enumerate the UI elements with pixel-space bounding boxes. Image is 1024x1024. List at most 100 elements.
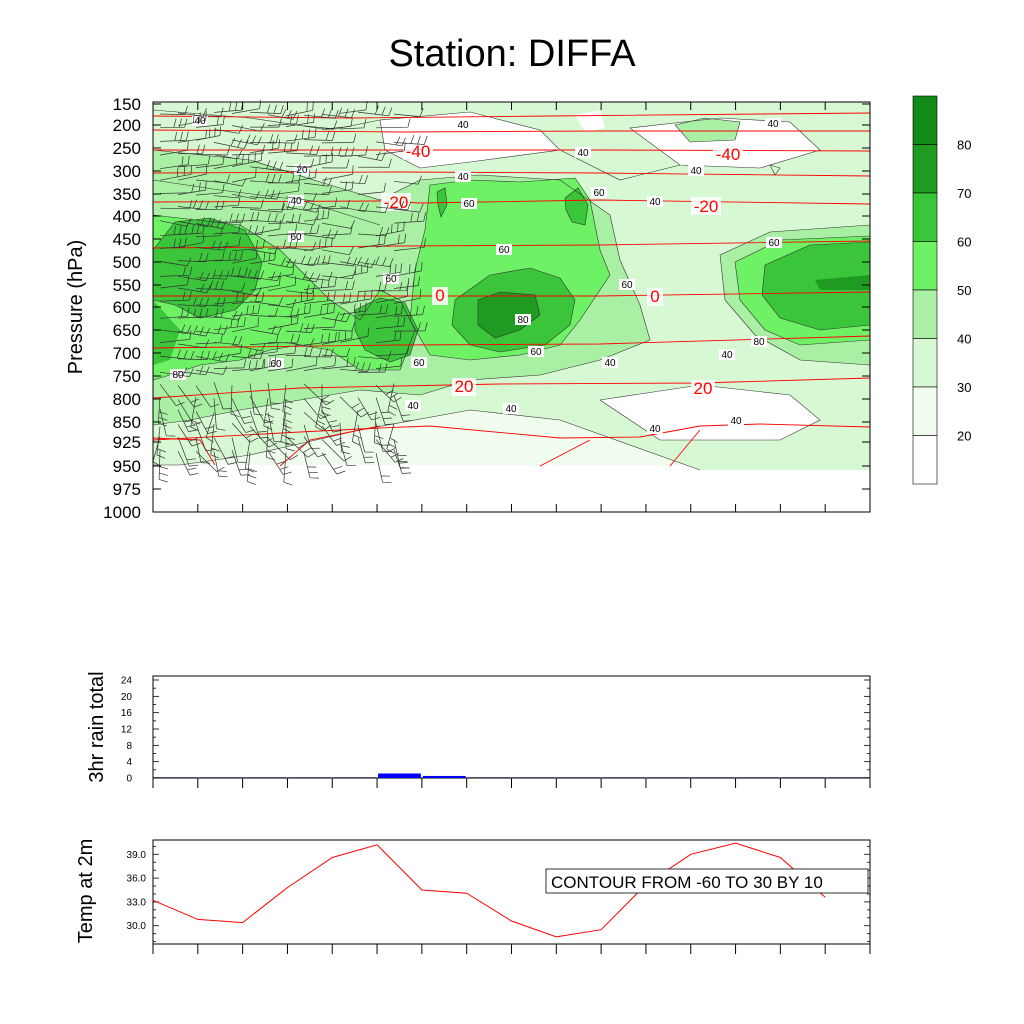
wind-barb [357,226,390,237]
svg-text:-40: -40 [406,142,431,161]
rain-bar [378,773,421,778]
wind-barb [282,399,293,429]
wind-barb [393,212,426,224]
rain-bar [826,777,869,778]
wind-barb [231,199,264,209]
wind-barb [231,144,265,156]
contour-label: 60 [383,273,399,285]
wind-barb [267,344,297,357]
wind-barb [231,287,262,296]
svg-text:40: 40 [577,148,589,159]
wind-barb [159,324,192,335]
wind-barb [231,269,265,280]
wind-barb [285,271,321,283]
contour-label: 60 [411,357,427,369]
contour-label: 40 [728,415,744,427]
wind-barb [357,105,393,117]
rain-y-tick-label: 12 [121,725,133,736]
wind-barb [339,174,369,185]
wind-barb [339,256,376,269]
temperature-label: -40 [403,142,433,161]
chart-title: Station: DIFFA [388,33,636,75]
wind-barb [321,311,351,323]
wind-barb [267,257,297,269]
wind-barb [159,225,188,237]
wind-barb [285,145,320,155]
wind-barb [177,385,203,408]
wind-barb [231,422,259,443]
y-tick-label: 950 [113,457,141,476]
rain-bar [333,777,377,778]
colorbar-box [912,289,938,339]
wind-barb [387,383,398,416]
contour-label: 40 [503,403,519,415]
wind-barb [375,287,409,304]
wind-barb [213,359,247,369]
y-tick-label: 650 [113,321,141,340]
wind-barb [267,239,299,250]
wind-barb [159,131,189,142]
wind-barb [195,251,225,262]
rain-y-tick-label: 4 [126,757,132,768]
y-tick-label: 200 [113,116,141,135]
rain-bar [198,777,242,778]
svg-text:-20: -20 [384,193,409,212]
wind-barb [339,361,371,372]
wind-barb [303,209,330,222]
wind-barb [267,412,283,443]
wind-barb [158,450,169,483]
svg-text:20: 20 [694,379,713,398]
contour-label: 20 [294,164,310,176]
wind-barb [321,199,350,210]
contour-label: 40 [765,118,781,130]
contour-label: 60 [591,187,607,199]
colorbar: 80 70 60 50 40 30 20 [912,95,971,485]
wind-barb [303,424,321,449]
wind-barb [339,289,373,305]
colorbar-box [912,144,938,194]
wind-barb [303,108,339,119]
wind-barb [159,383,185,407]
wind-barb [244,439,254,473]
wind-barb [213,236,241,248]
wind-barb [321,452,346,475]
colorbar-box [912,435,938,485]
rain-y-tick-label: 16 [121,708,133,719]
wind-barb [351,410,362,446]
rain-bar [512,777,556,778]
wind-barb [339,118,367,130]
wind-barb [177,271,210,282]
wind-barb [267,141,299,154]
rain-bar [422,775,466,778]
temp-y-tick-label: 36.0 [127,874,147,885]
rain-bar [467,777,511,778]
wind-barb [231,134,262,146]
contour-label: 80 [751,336,767,348]
contour-label: 60 [496,244,512,256]
wind-barb [393,322,428,332]
wind-barb [249,342,279,356]
wind-barb [386,423,398,454]
wind-barb [195,218,227,229]
wind-barb [177,181,207,195]
y-tick-label: 750 [113,367,141,386]
wind-barb [231,151,263,167]
wind-barb [375,136,406,147]
wind-barb [177,217,212,228]
wind-barb [159,200,193,210]
wind-barb [267,383,281,410]
rain-bar [243,777,287,778]
wind-barb [159,183,195,194]
wind-barb [321,107,356,119]
wind-barb [393,238,426,251]
wind-barb [249,203,286,213]
wind-barb [321,117,353,130]
wind-barb [321,180,354,194]
svg-text:40: 40 [767,119,779,130]
contour-label: 60 [619,279,635,291]
y-tick-label: 300 [113,162,141,181]
rain-bar [781,777,825,778]
wind-barb [321,409,342,433]
wind-barb [393,276,420,289]
colorbar-label: 70 [957,186,971,201]
